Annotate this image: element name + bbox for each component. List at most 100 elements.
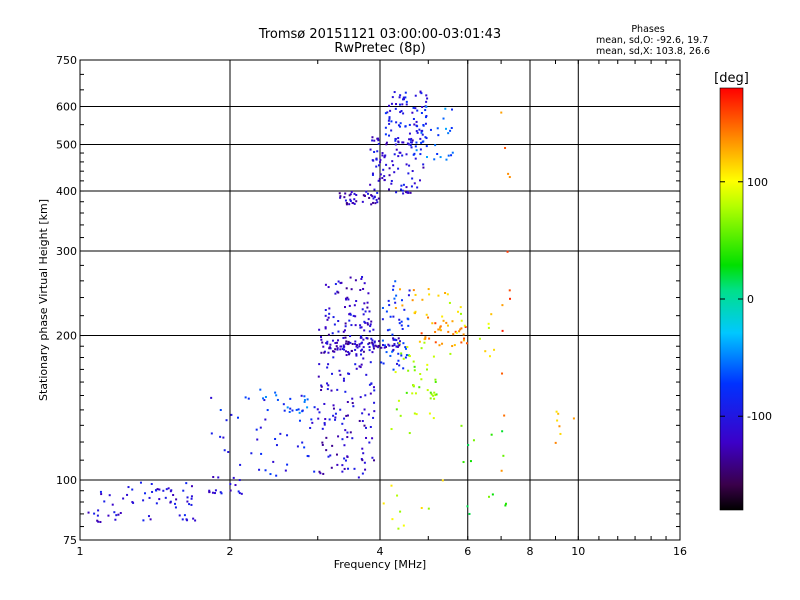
data-point [463,324,466,327]
data-point [401,154,404,157]
data-point [404,347,407,350]
data-point [413,182,416,185]
data-point [394,107,397,110]
data-point [321,427,324,430]
data-point [447,330,450,333]
data-point [401,103,404,106]
data-point [117,513,120,516]
data-point [354,279,357,282]
data-point [266,409,269,412]
data-point [393,297,396,300]
data-point [327,455,330,458]
data-point [434,341,437,344]
data-point [232,476,235,479]
data-point [385,141,388,144]
data-point [370,203,373,206]
data-point [342,336,345,339]
data-point [362,313,365,316]
data-point [402,112,405,115]
data-point [372,347,375,350]
data-point [411,170,414,173]
data-point [458,330,461,333]
data-point [327,286,330,289]
data-point [142,519,145,522]
data-point [464,325,467,328]
data-point [390,102,393,105]
data-point [259,388,262,391]
data-point [349,335,352,338]
data-point [264,395,267,398]
colorbar-tick-label: 100 [747,176,768,189]
colorbar-label: [deg] [714,71,749,86]
data-point [339,373,342,376]
data-point [349,198,352,201]
data-point [337,291,340,294]
data-point [375,165,378,168]
data-point [108,494,111,497]
data-point [395,103,398,106]
data-point [320,385,323,388]
data-point [366,323,369,326]
data-point [142,499,145,502]
data-point [387,343,390,346]
chart-subtitle: RwPretec (8p) [334,41,426,56]
data-point [415,413,418,416]
data-point [439,156,442,159]
data-point [399,111,402,114]
data-point [392,288,395,291]
data-point [371,195,374,198]
data-point [325,449,328,452]
data-point [490,433,493,436]
data-point [377,142,380,145]
data-point [502,454,505,457]
data-point [432,355,435,358]
data-point [186,496,189,499]
data-point [434,144,437,147]
data-point [328,307,331,310]
data-point [426,156,429,159]
data-point [328,418,331,421]
data-point [373,401,376,404]
data-point [490,313,493,316]
data-point [412,289,415,292]
data-point [337,435,340,438]
data-point [488,355,491,358]
data-point [384,112,387,115]
data-point [217,476,220,479]
data-point [419,373,422,376]
y-tick-label: 75 [63,534,77,547]
data-point [368,330,371,333]
data-point [386,329,389,332]
data-point [162,489,165,492]
data-point [174,506,177,509]
data-point [365,373,368,376]
data-point [331,332,334,335]
data-point [415,149,418,152]
data-point [376,137,379,140]
data-point [426,363,429,366]
data-point [398,96,401,99]
data-point [460,341,463,344]
data-point [462,461,465,464]
data-point [150,482,153,485]
data-point [363,424,366,427]
data-point [402,192,405,195]
data-point [282,403,285,406]
data-point [398,344,401,347]
data-point [334,348,337,351]
x-axis-label: Frequency [MHz] [334,558,426,571]
data-point [404,346,407,349]
data-point [373,340,376,343]
data-point [394,306,397,309]
data-point [390,484,393,487]
data-point [444,107,447,110]
data-point [503,414,506,417]
data-point [181,518,184,521]
data-point [376,191,379,194]
data-point [148,496,151,499]
data-point [501,304,504,307]
data-point [457,310,460,313]
data-point [398,288,401,291]
data-point [361,472,364,475]
data-point [369,148,372,151]
